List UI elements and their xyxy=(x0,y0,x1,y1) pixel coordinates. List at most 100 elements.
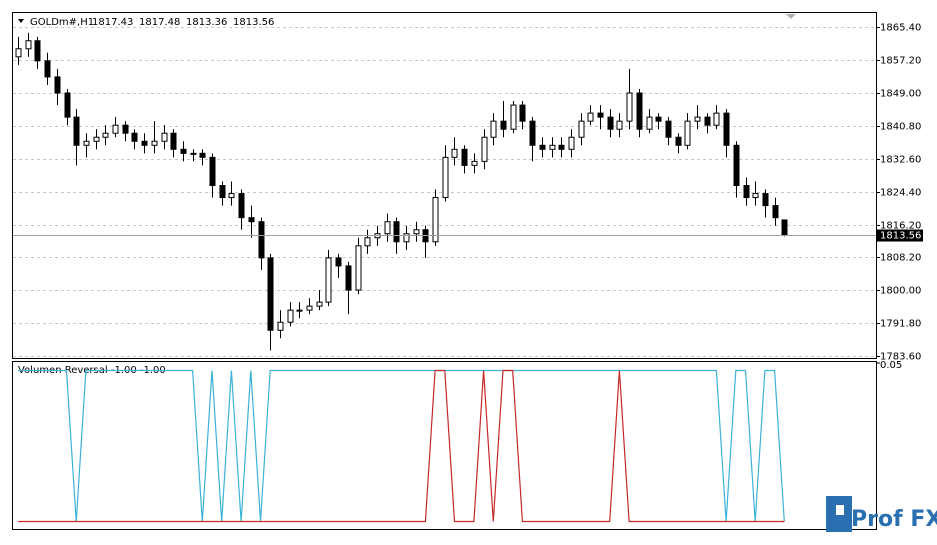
candle-body xyxy=(539,144,546,150)
candle-body xyxy=(578,120,585,138)
y-tick-label: 1849.00 xyxy=(880,89,921,100)
candle-body xyxy=(34,40,41,62)
menu-arrow[interactable] xyxy=(18,19,24,23)
candle-body xyxy=(180,148,187,154)
candle-body xyxy=(568,136,575,150)
candle-body xyxy=(325,257,332,303)
candle-body xyxy=(209,156,216,187)
candle-body xyxy=(393,221,400,243)
candle-body xyxy=(287,309,294,323)
candle-body xyxy=(102,132,109,138)
candle-body xyxy=(306,305,313,311)
candle-body xyxy=(219,185,226,199)
candle-body xyxy=(461,148,468,166)
candle-body xyxy=(723,112,730,146)
candle-body xyxy=(238,193,245,219)
candle-body xyxy=(345,265,352,291)
close-value: 1813.56 xyxy=(233,17,274,28)
candle-body xyxy=(684,120,691,146)
last-price-label: 1813.56 xyxy=(880,231,921,242)
candle-body xyxy=(451,148,458,158)
candle-body xyxy=(316,301,323,307)
candle-body xyxy=(529,120,536,146)
y-tick-label: 1865.40 xyxy=(880,23,921,34)
open-value: 1817.43 xyxy=(92,17,133,28)
candle-body xyxy=(762,193,769,207)
candle-body xyxy=(694,116,701,122)
candle-body xyxy=(296,309,303,312)
y-tick-label: 1808.20 xyxy=(880,253,921,264)
candle-body xyxy=(199,152,206,158)
candle-body xyxy=(228,193,235,199)
candle-body xyxy=(432,197,439,243)
candle-body xyxy=(25,40,32,50)
candle-body xyxy=(704,116,711,126)
candle-body xyxy=(403,233,410,243)
candle-body xyxy=(549,144,556,150)
scroll-marker xyxy=(786,14,796,19)
candle-body xyxy=(743,185,750,199)
candle-body xyxy=(733,144,740,186)
y-tick-label: 0.05 xyxy=(880,360,902,371)
indicator-line xyxy=(18,369,785,522)
candle-body xyxy=(772,205,779,219)
candle-body xyxy=(83,140,90,146)
candle-body xyxy=(170,132,177,150)
candle-body xyxy=(481,136,488,162)
candle-body xyxy=(384,221,391,235)
candle-body xyxy=(54,76,61,94)
candle-body xyxy=(190,152,197,155)
logo-text: Prof FX xyxy=(851,507,937,532)
indicator-panel-frame xyxy=(12,361,877,530)
low-value: 1813.36 xyxy=(186,17,227,28)
candle-body xyxy=(93,136,100,142)
candle-body xyxy=(713,112,720,126)
watermark: Prof FX xyxy=(826,496,937,532)
logo-hole xyxy=(836,505,844,515)
candle-body xyxy=(122,124,129,134)
y-tick-label: 1783.60 xyxy=(880,352,921,363)
y-tick-label: 1857.20 xyxy=(880,56,921,67)
candle-body xyxy=(665,120,672,138)
candle-body xyxy=(597,112,604,118)
candle-body xyxy=(44,60,51,78)
candle-body xyxy=(519,104,526,122)
candle-body xyxy=(646,116,653,130)
candle-body xyxy=(112,124,119,134)
candle-body xyxy=(258,221,265,259)
candle-body xyxy=(413,229,420,235)
candle-body xyxy=(335,257,342,267)
candle-body xyxy=(490,120,497,138)
y-tick-label: 1816.20 xyxy=(880,221,921,232)
candle-body xyxy=(161,132,168,142)
candle-body xyxy=(752,193,759,199)
candle-body xyxy=(277,321,284,331)
candle-body xyxy=(500,120,507,130)
y-tick-label: 1840.80 xyxy=(880,122,921,133)
candle-body xyxy=(607,116,614,130)
candle-body xyxy=(364,237,371,247)
header: GOLDm#,H1 1817.43 1817.48 1813.36 1813.5… xyxy=(30,17,274,28)
candle-body xyxy=(131,132,138,142)
symbol-title: GOLDm#,H1 xyxy=(30,17,94,28)
candle-body xyxy=(510,104,517,130)
candle-body xyxy=(781,219,788,237)
candle-body xyxy=(355,245,362,291)
indicator-line xyxy=(18,369,785,523)
candle-body xyxy=(442,156,449,199)
candle-body xyxy=(141,140,148,146)
candle-body xyxy=(655,116,662,122)
y-tick-label: 1824.40 xyxy=(880,188,921,199)
candle-body xyxy=(267,257,274,331)
y-tick-label: 1832.60 xyxy=(880,155,921,166)
last-price-box xyxy=(877,229,923,242)
candle-body xyxy=(151,140,158,146)
high-value: 1817.48 xyxy=(139,17,180,28)
candle-body xyxy=(64,92,71,118)
candle-body xyxy=(675,136,682,146)
candle-body xyxy=(558,144,565,150)
candle-body xyxy=(15,48,22,58)
